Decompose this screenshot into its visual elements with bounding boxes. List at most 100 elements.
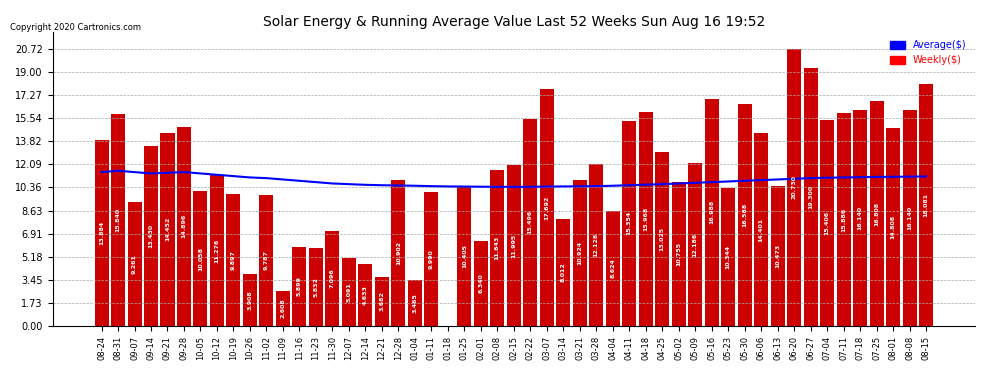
Text: 10.924: 10.924 [577, 241, 582, 265]
Text: 16.808: 16.808 [874, 201, 879, 226]
Text: 5.832: 5.832 [314, 277, 319, 297]
Text: 12.128: 12.128 [594, 233, 599, 257]
Text: 3.465: 3.465 [413, 293, 418, 313]
Text: 15.354: 15.354 [627, 211, 632, 236]
Bar [623, 120, 637, 326]
Bar [326, 231, 340, 326]
Bar [770, 186, 785, 326]
Bar [688, 163, 702, 326]
Text: 9.897: 9.897 [231, 250, 236, 270]
Text: 5.899: 5.899 [297, 277, 302, 297]
Title: Solar Energy & Running Average Value Last 52 Weeks Sun Aug 16 19:52: Solar Energy & Running Average Value Las… [262, 15, 765, 29]
Bar [474, 241, 488, 326]
Bar [787, 48, 801, 326]
Bar [94, 140, 109, 326]
Text: Copyright 2020 Cartronics.com: Copyright 2020 Cartronics.com [10, 23, 141, 32]
Bar [111, 114, 125, 326]
Text: 16.988: 16.988 [709, 200, 714, 225]
Text: 12.186: 12.186 [693, 232, 698, 256]
Text: 2.608: 2.608 [280, 299, 285, 318]
Text: 20.730: 20.730 [792, 175, 797, 199]
Text: 9.787: 9.787 [264, 251, 269, 270]
Text: 10.755: 10.755 [676, 242, 681, 266]
Bar [193, 191, 208, 326]
Bar [342, 258, 355, 326]
Text: 10.405: 10.405 [461, 244, 467, 268]
Text: 3.682: 3.682 [379, 291, 384, 311]
Bar [425, 192, 439, 326]
Text: 14.452: 14.452 [165, 217, 170, 242]
Bar [375, 277, 389, 326]
Bar [606, 211, 620, 326]
Text: 19.300: 19.300 [808, 185, 813, 209]
Text: 15.886: 15.886 [842, 208, 846, 232]
Bar [177, 127, 191, 326]
Bar [507, 165, 521, 326]
Bar [144, 146, 158, 326]
Bar [210, 175, 224, 326]
Bar [243, 274, 257, 326]
Bar [671, 182, 686, 326]
Text: 11.276: 11.276 [215, 238, 220, 263]
Text: 15.406: 15.406 [825, 211, 830, 235]
Text: 10.473: 10.473 [775, 244, 780, 268]
Bar [869, 101, 884, 326]
Bar [524, 118, 538, 326]
Bar [804, 68, 818, 326]
Text: 6.340: 6.340 [478, 274, 483, 294]
Text: 9.990: 9.990 [429, 249, 434, 269]
Text: 18.081: 18.081 [924, 193, 929, 217]
Text: 11.643: 11.643 [495, 236, 500, 260]
Bar [259, 195, 273, 326]
Bar [853, 110, 867, 326]
Text: 5.091: 5.091 [346, 282, 351, 302]
Bar [820, 120, 835, 326]
Text: 16.588: 16.588 [742, 203, 747, 227]
Bar [160, 133, 174, 326]
Text: 16.140: 16.140 [907, 206, 912, 230]
Text: 8.012: 8.012 [560, 262, 565, 282]
Bar [128, 202, 142, 326]
Bar [573, 180, 587, 326]
Text: 10.058: 10.058 [198, 247, 203, 271]
Bar [919, 84, 933, 326]
Text: 3.908: 3.908 [248, 290, 252, 310]
Text: 14.401: 14.401 [758, 217, 763, 242]
Bar [391, 180, 405, 326]
Bar [309, 248, 323, 326]
Bar [556, 219, 570, 326]
Text: 7.096: 7.096 [330, 268, 335, 288]
Text: 16.140: 16.140 [857, 206, 862, 230]
Bar [358, 264, 372, 326]
Text: 14.896: 14.896 [181, 214, 186, 238]
Text: 13.025: 13.025 [659, 227, 664, 251]
Bar [655, 152, 669, 326]
Bar [227, 194, 241, 326]
Bar [738, 104, 751, 326]
Bar [886, 128, 900, 326]
Text: 17.692: 17.692 [544, 195, 549, 220]
Bar [408, 280, 422, 326]
Bar [721, 188, 736, 326]
Bar [490, 170, 504, 326]
Text: 13.430: 13.430 [148, 224, 153, 248]
Legend: Average($), Weekly($): Average($), Weekly($) [886, 36, 970, 69]
Bar [903, 110, 917, 326]
Text: 10.344: 10.344 [726, 245, 731, 269]
Text: 15.968: 15.968 [644, 207, 648, 231]
Bar [754, 133, 768, 326]
Bar [705, 99, 719, 326]
Bar [589, 164, 603, 326]
Bar [292, 247, 307, 326]
Text: 10.902: 10.902 [396, 241, 401, 265]
Bar [837, 113, 850, 326]
Bar [457, 187, 471, 326]
Bar [276, 291, 290, 326]
Text: 9.261: 9.261 [132, 254, 137, 274]
Text: 4.633: 4.633 [363, 285, 368, 305]
Text: 11.995: 11.995 [511, 234, 517, 258]
Bar [540, 89, 553, 326]
Text: 15.840: 15.840 [116, 208, 121, 232]
Text: 14.808: 14.808 [891, 215, 896, 239]
Bar [639, 112, 652, 326]
